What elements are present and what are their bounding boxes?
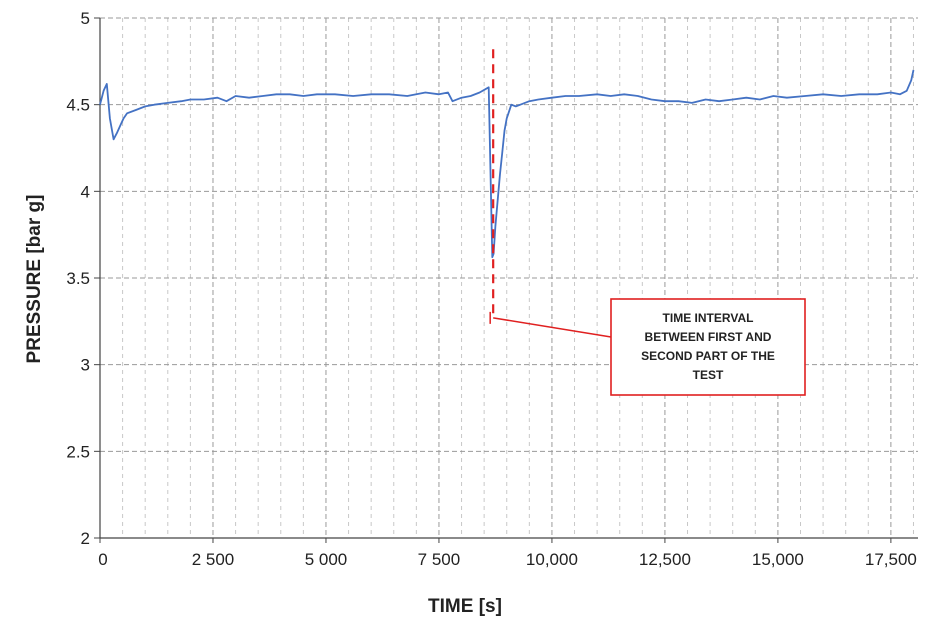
callout-text-line: TEST [693, 368, 724, 382]
series-layer [99, 69, 915, 259]
y-tick-label: 4 [81, 182, 90, 201]
x-tick-label: 0 [98, 550, 107, 569]
callout-text-line: BETWEEN FIRST AND [645, 330, 772, 344]
y-tick-label: 3 [81, 356, 90, 375]
pressure-series-line [99, 69, 915, 259]
major-gridlines [100, 17, 918, 538]
x-tick-label: 15,000 [752, 550, 804, 569]
x-tick-label: 2 500 [192, 550, 235, 569]
x-tick-label: 10,000 [526, 550, 578, 569]
callout-text-line: TIME INTERVAL [663, 311, 754, 325]
y-axis-title: PRESSURE [bar g] [24, 195, 45, 364]
callout-box [610, 298, 806, 396]
x-tick-label: 12,500 [639, 550, 691, 569]
callout-leader-line [493, 317, 612, 338]
y-tick-label: 2.5 [66, 442, 90, 461]
y-tick-label: 2 [81, 529, 90, 548]
x-tick-label: 5 000 [305, 550, 348, 569]
y-tick-label: 5 [81, 9, 90, 28]
y-tick-label: 4.5 [66, 96, 90, 115]
annotation-layer: TIME INTERVAL BETWEEN FIRST AND SECOND PAR… [489, 49, 806, 396]
callout-text-line: SECOND PART OF THE [641, 349, 775, 363]
y-tick-label: 3.5 [66, 269, 90, 288]
tick-labels: 2 2.5 3 3.5 4 4.5 5 0 2 500 5 000 7 500 10,000 12,50… [66, 9, 917, 569]
x-tick-label: 17,500 [865, 550, 917, 569]
x-axis-title: TIME [s] [428, 596, 502, 617]
x-tick-label: 7 500 [418, 550, 461, 569]
